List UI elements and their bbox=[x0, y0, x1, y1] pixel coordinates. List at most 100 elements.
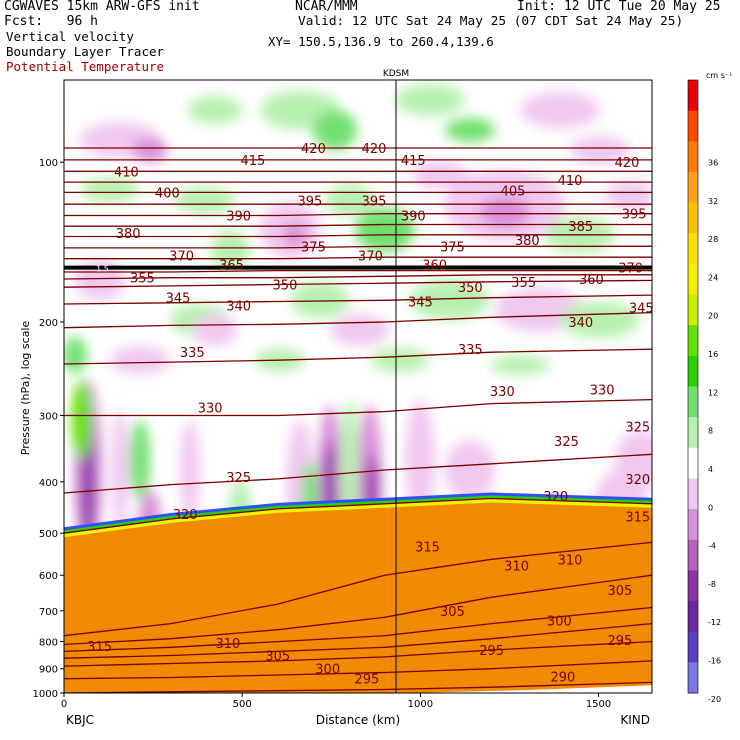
isentrope-label: 370 bbox=[169, 250, 194, 265]
colorbar-label: -16 bbox=[708, 657, 721, 666]
isentrope-350 bbox=[64, 279, 652, 288]
isentrope-label: 300 bbox=[547, 614, 572, 629]
isentrope-label: 395 bbox=[622, 208, 647, 223]
colorbar-units: cm s⁻¹ bbox=[706, 71, 732, 80]
colorbar-label: -8 bbox=[708, 580, 716, 589]
colorbar-swatch bbox=[688, 171, 698, 204]
x-axis-title: Distance (km) bbox=[316, 713, 400, 727]
colorbar-swatch bbox=[688, 325, 698, 357]
colorbar-swatch bbox=[688, 601, 698, 633]
x-tick-label: 0 bbox=[61, 699, 67, 710]
station-mid-label: KDSM bbox=[383, 69, 409, 79]
isentrope-label: 305 bbox=[440, 605, 465, 620]
isentrope-label: 350 bbox=[273, 279, 298, 294]
colorbar-swatch bbox=[688, 80, 698, 112]
colorbar: 36 32 28 24 20 16 12 8 4 0 -4 -8 -12 -16 -20 bbox=[687, 79, 721, 704]
vertical-velocity-field: 420 420 420 415 415 410 410 405 400 395 395 395 390 3… bbox=[64, 80, 652, 693]
valid-time: Valid: 12 UTC Sat 24 May 25 (07 CDT Sat … bbox=[298, 14, 684, 29]
y-tick-label: 300 bbox=[39, 411, 58, 422]
isentrope-label: 310 bbox=[504, 559, 529, 574]
tropopause-label: 1.5 bbox=[96, 265, 109, 274]
isentrope-label: 340 bbox=[226, 299, 251, 314]
forecast-label: Fcst: bbox=[4, 14, 44, 29]
colorbar-swatch bbox=[688, 263, 698, 296]
isentrope-label: 295 bbox=[479, 644, 504, 659]
isentrope-label: 320 bbox=[543, 490, 568, 505]
isentrope-label: 340 bbox=[568, 316, 593, 331]
y-axis-title: Pressure (hPa), log scale bbox=[19, 321, 32, 456]
colorbar-swatch bbox=[688, 233, 698, 265]
field-potential-temperature: Potential Temperature bbox=[6, 59, 165, 74]
org-label: NCAR/MMM bbox=[295, 0, 358, 14]
isentrope-label: 375 bbox=[301, 240, 326, 255]
colorbar-label: -20 bbox=[708, 695, 721, 704]
field-vertical-velocity: Vertical velocity bbox=[6, 29, 134, 44]
isentrope-labels: 420 420 420 415 415 410 410 405 400 395 395 395 390 3… bbox=[87, 142, 652, 693]
isentrope-label: 300 bbox=[315, 663, 340, 678]
isentrope-label: 295 bbox=[608, 634, 633, 649]
isentrope-290 bbox=[64, 660, 652, 680]
isentrope-label: 415 bbox=[240, 154, 265, 169]
isentrope-label: 325 bbox=[554, 435, 579, 450]
isentrope-label: 320 bbox=[173, 508, 198, 523]
colorbar-swatch bbox=[688, 662, 698, 694]
colorbar-swatch bbox=[688, 417, 698, 449]
isentrope-330 bbox=[64, 398, 652, 417]
isentrope-label: 365 bbox=[219, 259, 244, 274]
colorbar-swatch bbox=[688, 631, 698, 663]
isentrope-label: 390 bbox=[226, 209, 251, 224]
isentrope-label: 400 bbox=[155, 186, 180, 201]
isentrope-320 bbox=[64, 497, 652, 534]
colorbar-label: 12 bbox=[708, 388, 718, 397]
y-tick-label: 500 bbox=[39, 529, 58, 540]
colorbar-label: 36 bbox=[708, 158, 718, 167]
isentrope-label: 395 bbox=[362, 194, 387, 209]
cross-section-xy: XY= 150.5,136.9 to 260.4,139.6 bbox=[268, 34, 494, 49]
isentrope-label: 395 bbox=[297, 194, 322, 209]
isentrope-label: 420 bbox=[615, 156, 640, 171]
plot-frame bbox=[63, 79, 653, 694]
isentrope-label: 360 bbox=[579, 273, 604, 288]
y-tick-label: 400 bbox=[39, 478, 58, 489]
isentrope-label: 350 bbox=[458, 281, 483, 296]
forecast-value: 96 h bbox=[66, 14, 98, 29]
isentrope-345 bbox=[64, 294, 652, 305]
x-tick-label: 1000 bbox=[408, 699, 433, 710]
isentrope-360 bbox=[64, 269, 652, 273]
isentrope-label: 305 bbox=[265, 650, 290, 665]
isentrope-label: 330 bbox=[198, 402, 223, 417]
colorbar-frame bbox=[687, 79, 699, 694]
isentrope-label: 305 bbox=[608, 584, 633, 599]
colorbar-swatch bbox=[688, 447, 698, 479]
isentrope-label: 315 bbox=[87, 640, 112, 655]
x-axis: 0 500 1000 1500 bbox=[61, 693, 611, 710]
model-title: CGWAVES 15km ARW-GFS init bbox=[4, 0, 200, 14]
isentrope-label: 390 bbox=[401, 209, 426, 224]
colorbar-swatch bbox=[688, 570, 698, 602]
isentrope-label: 360 bbox=[422, 259, 447, 274]
terrain bbox=[64, 685, 652, 693]
x-tick-label: 500 bbox=[233, 699, 252, 710]
x-tick-label: 1500 bbox=[586, 699, 611, 710]
isentrope-label: 290 bbox=[550, 670, 575, 685]
colorbar-label: 32 bbox=[708, 197, 718, 206]
isentrope-label: 405 bbox=[501, 184, 526, 199]
colorbar-label: 4 bbox=[708, 465, 713, 474]
y-tick-label: 800 bbox=[39, 638, 58, 649]
isentrope-label: 385 bbox=[568, 220, 593, 235]
isentrope-335 bbox=[64, 348, 652, 365]
colorbar-swatch bbox=[688, 294, 698, 326]
station-left-label: KBJC bbox=[66, 713, 94, 727]
colorbar-label: 16 bbox=[708, 350, 718, 359]
y-axis: 100 200 300 400 500 600 700 800 900 1000 bbox=[33, 158, 64, 700]
isentrope-305 bbox=[64, 606, 652, 653]
isentrope-340 bbox=[64, 311, 652, 329]
isentrope-label: 420 bbox=[301, 142, 326, 157]
y-tick-label: 1000 bbox=[33, 689, 58, 700]
isentrope-label: 310 bbox=[216, 637, 241, 652]
forecast-hour: Fcst: 96 h bbox=[4, 15, 98, 29]
isentrope-label: 325 bbox=[226, 471, 251, 486]
station-right-label: KIND bbox=[620, 713, 650, 727]
colorbar-swatch bbox=[688, 141, 698, 173]
